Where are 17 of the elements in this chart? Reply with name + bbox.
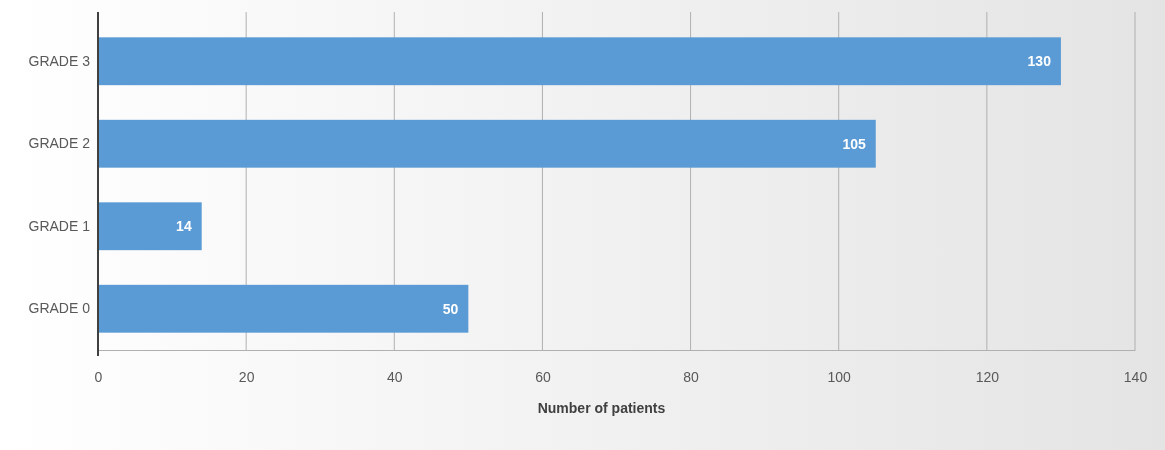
x-tick-label: 60 (535, 368, 551, 385)
y-tick-label: GRADE 2 (28, 135, 91, 152)
y-tick-label: GRADE 3 (28, 52, 91, 69)
data-label: 105 (842, 135, 866, 152)
x-tick-label: 100 (827, 368, 852, 385)
x-tick-label: 140 (1123, 368, 1148, 385)
x-tick-label: 20 (238, 368, 255, 385)
y-tick-label: GRADE 1 (28, 217, 91, 234)
data-label: 50 (442, 300, 459, 317)
x-tick-label: 40 (387, 368, 403, 385)
y-tick-label: GRADE 0 (28, 300, 91, 317)
x-tick-label: 0 (94, 368, 103, 385)
data-label: 130 (1027, 53, 1052, 70)
data-label: 14 (176, 218, 192, 235)
x-axis-title: Number of patients (537, 400, 666, 416)
x-tick-label: 120 (975, 368, 1000, 385)
x-tick-label: 80 (683, 368, 700, 385)
